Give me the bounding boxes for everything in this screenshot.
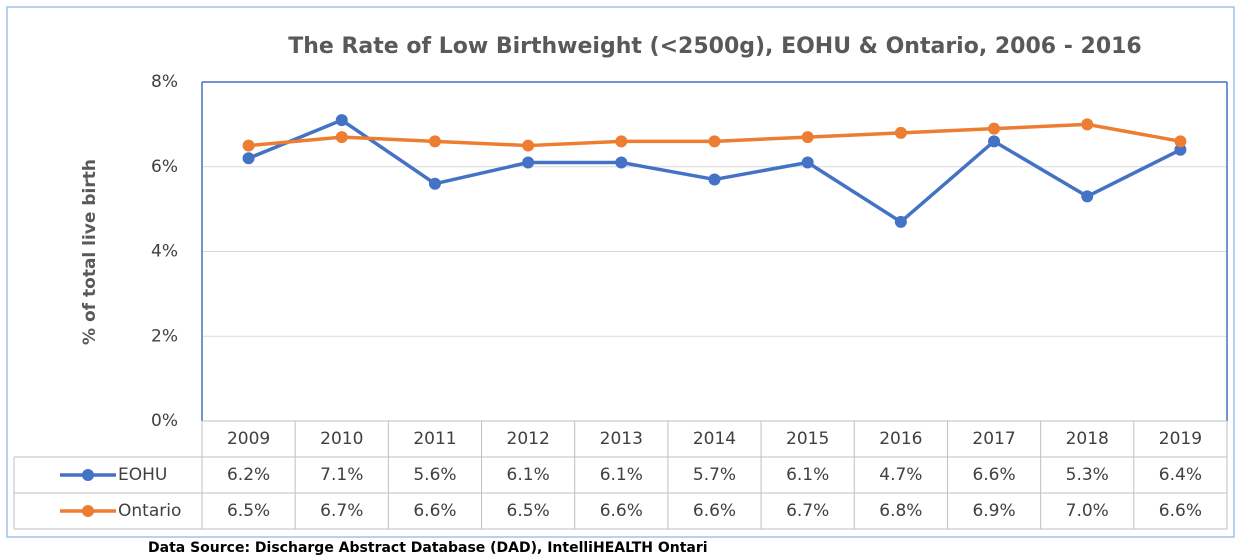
marker	[428, 135, 441, 148]
marker	[894, 215, 907, 228]
y-axis-label: % of total live birth	[80, 159, 100, 345]
x-tick-label: 2014	[693, 429, 736, 449]
data-label: 6.6%	[1159, 501, 1202, 521]
data-label: 4.7%	[879, 465, 922, 485]
data-label: 7.0%	[1066, 501, 1109, 521]
x-tick-label: 2017	[972, 429, 1015, 449]
data-label: 6.6%	[972, 465, 1015, 485]
x-tick-label: 2018	[1066, 429, 1109, 449]
data-label: 6.6%	[693, 501, 736, 521]
x-tick-label: 2009	[227, 429, 270, 449]
data-label: 6.6%	[600, 501, 643, 521]
data-label: 6.1%	[507, 465, 550, 485]
data-label: 6.1%	[600, 465, 643, 485]
data-label: 6.8%	[879, 501, 922, 521]
y-tick-label: 6%	[151, 157, 178, 177]
y-tick-label: 2%	[151, 326, 178, 346]
chart-title: The Rate of Low Birthweight (<2500g), EO…	[288, 34, 1142, 59]
marker	[522, 156, 535, 169]
marker	[988, 135, 1001, 148]
source-note: Data Source: Discharge Abstract Database…	[148, 540, 708, 556]
y-tick-label: 0%	[151, 411, 178, 431]
marker	[1081, 118, 1094, 131]
marker	[1174, 143, 1187, 156]
data-label: 5.7%	[693, 465, 736, 485]
marker	[894, 126, 907, 139]
legend-label: EOHU	[118, 465, 167, 485]
data-label: 6.4%	[1159, 465, 1202, 485]
marker	[1081, 190, 1094, 203]
x-tick-label: 2011	[413, 429, 456, 449]
x-tick-label: 2019	[1159, 429, 1202, 449]
data-label: 6.2%	[227, 465, 270, 485]
marker	[615, 135, 628, 148]
data-label: 6.9%	[972, 501, 1015, 521]
legend-label: Ontario	[118, 501, 181, 521]
x-tick-label: 2016	[879, 429, 922, 449]
legend-marker	[82, 505, 94, 517]
x-tick-label: 2010	[320, 429, 363, 449]
marker	[335, 114, 348, 127]
marker	[1174, 135, 1187, 148]
marker	[988, 122, 1001, 135]
data-label: 6.6%	[413, 501, 456, 521]
data-label: 6.7%	[320, 501, 363, 521]
x-tick-label: 2015	[786, 429, 829, 449]
marker	[428, 177, 441, 190]
data-label: 6.1%	[786, 465, 829, 485]
marker	[801, 131, 814, 144]
y-tick-label: 8%	[151, 72, 178, 92]
data-label: 7.1%	[320, 465, 363, 485]
marker	[708, 173, 721, 186]
data-label: 5.6%	[413, 465, 456, 485]
y-tick-label: 4%	[151, 242, 178, 262]
marker	[801, 156, 814, 169]
marker	[242, 152, 255, 165]
x-tick-label: 2012	[507, 429, 550, 449]
x-tick-label: 2013	[600, 429, 643, 449]
data-label: 5.3%	[1066, 465, 1109, 485]
data-label: 6.5%	[227, 501, 270, 521]
data-label: 6.5%	[507, 501, 550, 521]
marker	[242, 139, 255, 152]
marker	[522, 139, 535, 152]
marker	[335, 131, 348, 144]
marker	[708, 135, 721, 148]
chart-border	[6, 6, 1235, 538]
data-label: 6.7%	[786, 501, 829, 521]
legend-marker	[82, 469, 94, 481]
marker	[615, 156, 628, 169]
